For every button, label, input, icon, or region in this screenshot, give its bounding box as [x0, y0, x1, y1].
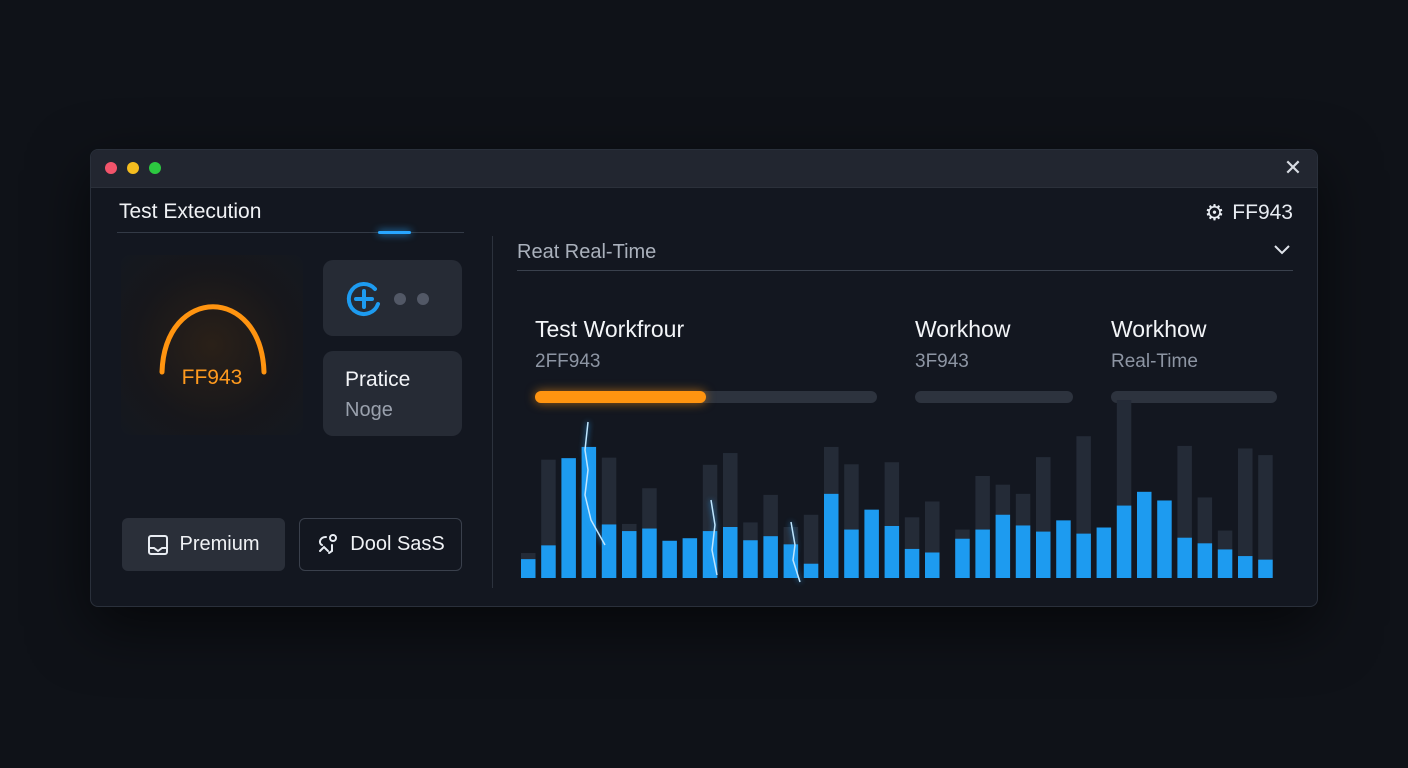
- bar: [1238, 556, 1253, 578]
- practice-title: Pratice: [345, 368, 411, 391]
- lightning-effect: [710, 499, 718, 576]
- settings-button[interactable]: ⚙ FF943: [1205, 200, 1293, 226]
- app-window: ✕ Test Extecution FF943 Pratice Noge Pre…: [90, 149, 1318, 607]
- bar: [1116, 505, 1132, 578]
- bar: [1036, 531, 1051, 578]
- workflow-item[interactable]: Workhow 3F943: [915, 316, 1073, 403]
- gauge-value: FF943: [181, 366, 243, 389]
- workflow-progress: [1111, 391, 1277, 403]
- close-icon[interactable]: ✕: [1283, 155, 1303, 180]
- premium-label: Premium: [179, 533, 260, 555]
- tab-indicator: [378, 231, 411, 234]
- workflow-title: Workhow: [915, 316, 1011, 342]
- bar: [1137, 491, 1152, 578]
- bar: [925, 552, 940, 578]
- workflow-subtitle: 3F943: [915, 351, 969, 372]
- bar: [1015, 525, 1031, 578]
- bar: [1197, 543, 1213, 578]
- lightning-effect: [584, 421, 606, 546]
- bar: [1076, 533, 1091, 578]
- chevron-down-icon: [1274, 245, 1290, 255]
- minimize-window-button[interactable]: [127, 162, 139, 174]
- bar: [783, 544, 799, 578]
- bar: [763, 536, 778, 578]
- bar: [1157, 500, 1172, 578]
- bar: [995, 514, 1011, 578]
- settings-label: FF943: [1232, 201, 1293, 224]
- workflow-title: Workhow: [1111, 316, 1207, 342]
- maximize-window-button[interactable]: [149, 162, 161, 174]
- action-card[interactable]: [323, 260, 462, 336]
- bar-background: [1258, 455, 1273, 578]
- workflow-subtitle: Real-Time: [1111, 351, 1198, 372]
- bar: [904, 548, 920, 578]
- bar: [622, 531, 637, 578]
- bar: [521, 559, 536, 578]
- plus-circle-icon[interactable]: [345, 280, 383, 318]
- bar: [864, 509, 879, 578]
- bar: [955, 538, 970, 578]
- status-dot: [417, 293, 429, 305]
- bar: [803, 563, 819, 578]
- bar: [662, 540, 677, 578]
- nodes-icon: [319, 533, 338, 554]
- bar: [743, 540, 758, 578]
- bar-background: [1238, 448, 1253, 578]
- bar: [1177, 537, 1192, 578]
- workflow-item[interactable]: Workhow Real-Time: [1111, 316, 1277, 403]
- dool-sass-label: Dool SasS: [350, 533, 445, 555]
- workflow-item[interactable]: Test Workfrour 2FF943: [535, 316, 877, 403]
- bar-chart: [521, 400, 1273, 583]
- progress-fill: [535, 391, 706, 403]
- bar-background: [803, 514, 819, 578]
- workflow-progress: [535, 391, 877, 403]
- bar: [682, 538, 698, 578]
- bar: [884, 525, 900, 578]
- workflow-progress: [915, 391, 1073, 403]
- workflow-title: Test Workfrour: [535, 316, 685, 342]
- workflow-subtitle: 2FF943: [535, 351, 601, 372]
- title-divider: [117, 232, 464, 233]
- title-bar: ✕: [91, 150, 1317, 188]
- status-dot: [394, 293, 406, 305]
- practice-card[interactable]: Pratice Noge: [323, 351, 462, 436]
- panel-divider: [492, 236, 493, 588]
- bar: [975, 529, 990, 578]
- bar: [1217, 549, 1233, 578]
- premium-button[interactable]: Premium: [122, 518, 285, 571]
- gear-icon: ⚙: [1204, 200, 1225, 225]
- bar: [702, 531, 718, 578]
- bar: [1096, 527, 1112, 578]
- gauge-arc: [159, 304, 267, 375]
- bar: [601, 524, 617, 578]
- bar: [824, 493, 839, 578]
- close-window-button[interactable]: [105, 162, 117, 174]
- lightning-effect: [790, 521, 801, 583]
- dropdown-value: Reat Real-Time: [517, 241, 657, 263]
- bar: [1258, 559, 1273, 578]
- bar: [1056, 520, 1071, 578]
- bar: [723, 527, 738, 578]
- view-dropdown[interactable]: Reat Real-Time: [517, 238, 1293, 271]
- practice-subtitle: Noge: [345, 399, 393, 421]
- gauge-card: FF943: [121, 255, 303, 435]
- bar: [642, 528, 657, 578]
- dool-sass-button[interactable]: Dool SasS: [299, 518, 462, 571]
- bar: [561, 458, 576, 578]
- bar: [541, 545, 556, 578]
- page-title: Test Extecution: [119, 200, 262, 223]
- bar: [844, 529, 859, 578]
- inbox-icon: [148, 534, 169, 555]
